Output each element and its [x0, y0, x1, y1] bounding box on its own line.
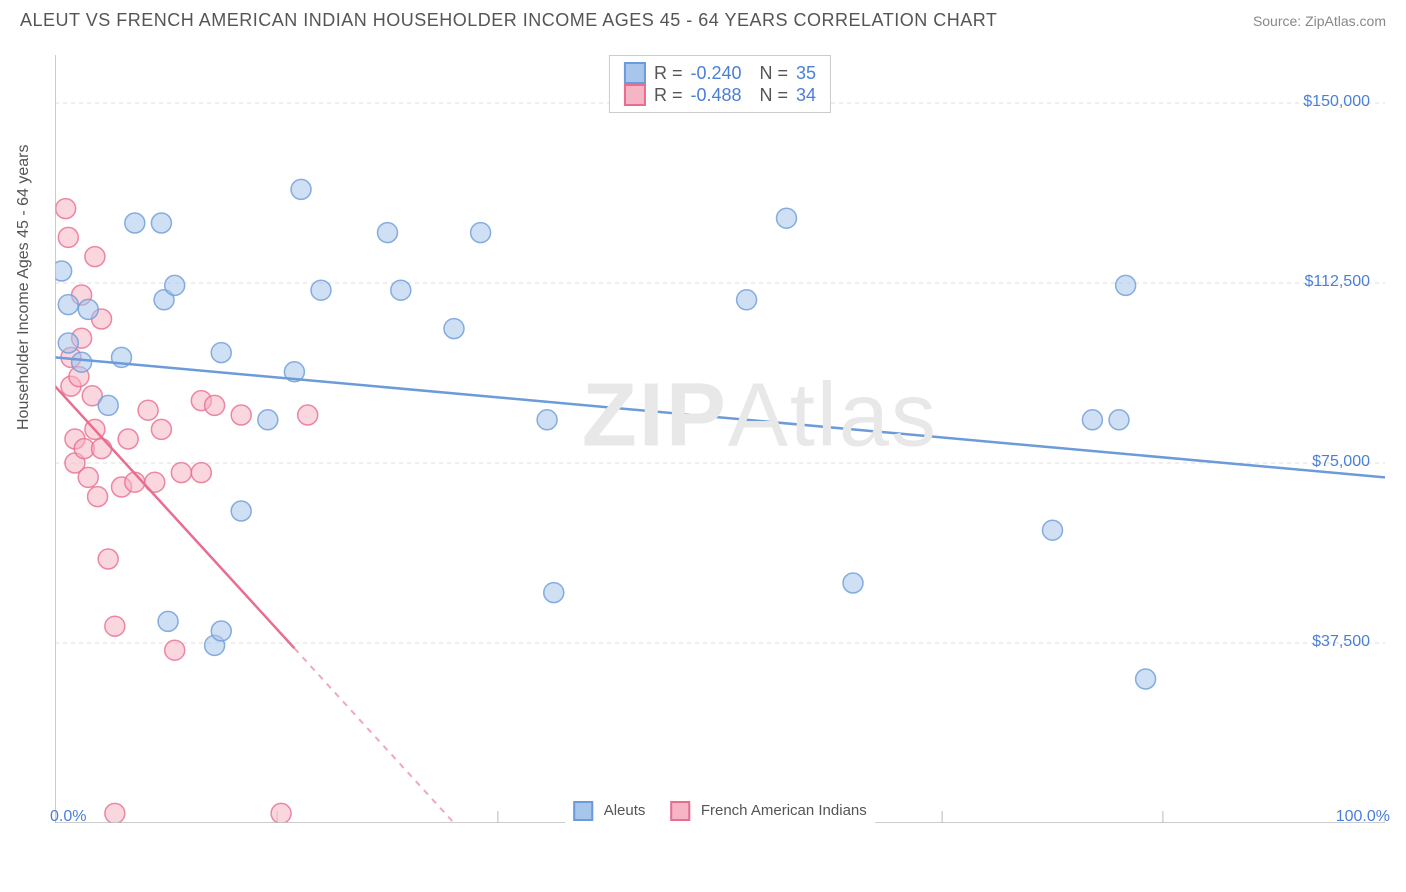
y-tick-label: $75,000: [1312, 453, 1370, 471]
source-label: Source: ZipAtlas.com: [1253, 13, 1386, 29]
legend-swatch-icon: [573, 801, 593, 821]
x-min-label: 0.0%: [50, 808, 86, 826]
y-tick-label: $112,500: [1304, 273, 1370, 291]
correlation-box: R = -0.240 N = 35 R = -0.488 N = 34: [609, 55, 831, 113]
corr-swatch-icon: [624, 84, 646, 106]
chart-area: ZIPAtlas $37,500$75,000$112,500$150,000 …: [55, 55, 1385, 823]
corr-row-french: R = -0.488 N = 34: [624, 84, 816, 106]
legend-item-aleuts: Aleuts: [573, 801, 645, 821]
x-max-label: 100.0%: [1336, 808, 1390, 826]
corr-swatch-icon: [624, 62, 646, 84]
y-tick-label: $37,500: [1312, 633, 1370, 651]
scatter-plot: [55, 55, 1385, 823]
y-tick-label: $150,000: [1303, 93, 1370, 111]
y-axis-label: Householder Income Ages 45 - 64 years: [15, 145, 33, 431]
legend-swatch-icon: [670, 801, 690, 821]
x-axis-legend: Aleuts French American Indians: [565, 799, 875, 823]
legend-item-french: French American Indians: [670, 801, 866, 821]
chart-title: ALEUT VS FRENCH AMERICAN INDIAN HOUSEHOL…: [20, 10, 997, 31]
corr-row-aleuts: R = -0.240 N = 35: [624, 62, 816, 84]
